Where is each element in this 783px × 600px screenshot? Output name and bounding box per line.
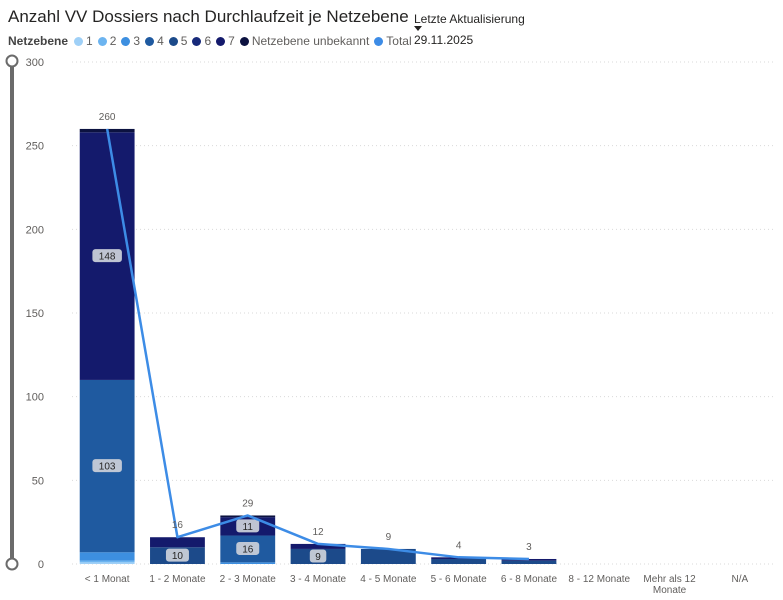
segment-label-bg (92, 249, 122, 263)
segment-label-bg (165, 548, 189, 562)
legend-item-3[interactable]: 4 (145, 34, 164, 48)
y-tick-label: 100 (26, 392, 44, 404)
x-tick-label: Monate (653, 585, 687, 596)
x-tick-label: 4 - 5 Monate (360, 574, 417, 585)
bar-segment (501, 560, 557, 564)
x-tick-label: N/A (732, 574, 749, 585)
bar-segment (220, 517, 276, 536)
legend-item-5[interactable]: 6 (192, 34, 211, 48)
last-update-date: 29.11.2025 (414, 33, 474, 47)
total-data-label: 16 (172, 520, 184, 531)
x-tick-label: 3 - 4 Monate (290, 574, 347, 585)
y-tick-label: 300 (26, 57, 44, 69)
legend-dot-icon (374, 36, 384, 46)
legend-dot-icon (192, 36, 202, 46)
x-tick-label: 6 - 8 Monate (501, 574, 558, 585)
segment-label: 103 (99, 462, 116, 473)
segment-label-bg (236, 541, 260, 555)
legend-dot-icon (239, 36, 249, 46)
x-tick-label: 5 - 6 Monate (431, 574, 488, 585)
total-data-label: 9 (386, 532, 392, 543)
legend-label: 6 (204, 34, 212, 48)
legend-label: Total (386, 34, 412, 48)
bar-segment (79, 379, 135, 553)
segment-label-bg (236, 519, 260, 533)
legend-dot-icon (97, 36, 107, 46)
legend-label: Netzebene unbekannt (251, 34, 370, 48)
legend-label: 2 (109, 34, 117, 48)
x-tick-label: < 1 Monat (85, 574, 130, 585)
y-range-slider[interactable] (0, 0, 24, 600)
bar-segment (360, 548, 416, 564)
bar-segment (431, 557, 487, 559)
caret-down-icon[interactable] (414, 26, 422, 31)
x-tick-label: 1 - 2 Monate (149, 574, 206, 585)
bar-segment (290, 548, 346, 564)
slider-top-handle[interactable] (5, 54, 19, 68)
segment-label: 9 (315, 552, 321, 563)
bar-segment (150, 547, 205, 564)
bar-segment (79, 560, 135, 563)
bar-segment (150, 537, 205, 548)
legend: Netzebene 1 2 3 4 5 6 7 Netzebene unbekannt Tota… (8, 34, 417, 48)
bar-segment (220, 562, 276, 564)
legend-dot-icon (216, 36, 226, 46)
legend-items: 1 2 3 4 5 6 7 Netzebene unbekannt Total (74, 34, 417, 48)
bar-segment (220, 535, 276, 563)
legend-dot-icon (74, 36, 84, 46)
y-tick-label: 150 (26, 308, 44, 320)
y-tick-label: 200 (26, 224, 44, 236)
y-tick-label: 250 (26, 141, 44, 153)
segment-label-bg (309, 549, 327, 563)
y-tick-label: 50 (32, 475, 44, 487)
bar-segment (79, 552, 135, 561)
segment-label: 148 (99, 252, 116, 263)
total-data-label: 4 (456, 540, 462, 551)
total-data-label: 12 (312, 527, 324, 538)
legend-dot-icon (145, 36, 155, 46)
legend-label: 7 (228, 34, 235, 48)
legend-dot-icon (121, 36, 131, 46)
legend-label: 5 (180, 34, 188, 48)
bar-segment (79, 132, 135, 380)
legend-dot-icon (168, 36, 178, 46)
last-update-label: Letzte Aktualisierung (414, 12, 525, 26)
legend-item-8[interactable]: Total (374, 34, 412, 48)
segment-label: 11 (243, 522, 254, 533)
segment-label: 10 (172, 551, 184, 562)
x-tick-label: Mehr als 12 (643, 574, 696, 585)
legend-label: 1 (86, 34, 93, 48)
bar-segment (501, 558, 557, 561)
total-data-label: 3 (526, 542, 532, 553)
total-data-label: 260 (99, 112, 116, 123)
bar-segment (79, 128, 135, 133)
legend-item-4[interactable]: 5 (168, 34, 188, 48)
x-tick-label: 8 - 12 Monate (568, 574, 630, 585)
last-update: Letzte Aktualisierung 29.11.2025 (414, 12, 525, 47)
bar-segment (431, 558, 487, 564)
legend-item-0[interactable]: 1 (74, 34, 93, 48)
bar-segment (79, 562, 135, 564)
legend-label: 3 (133, 34, 141, 48)
legend-item-6[interactable]: 7 (216, 34, 235, 48)
y-tick-label: 0 (38, 559, 44, 571)
segment-label: 16 (242, 544, 254, 555)
total-line (105, 128, 529, 561)
segment-label-bg (92, 459, 122, 473)
legend-label: 4 (157, 34, 164, 48)
legend-title: Netzebene (8, 34, 69, 48)
legend-item-2[interactable]: 3 (121, 34, 140, 48)
x-tick-label: 2 - 3 Monate (220, 574, 277, 585)
chart-title: Anzahl VV Dossiers nach Durchlaufzeit je… (8, 7, 409, 26)
total-data-label: 29 (242, 498, 254, 509)
legend-item-7[interactable]: Netzebene unbekannt (239, 34, 370, 48)
slider-bottom-handle[interactable] (5, 557, 19, 571)
bar-segment (290, 543, 346, 549)
bar-segment (220, 515, 276, 518)
legend-item-1[interactable]: 2 (97, 34, 117, 48)
